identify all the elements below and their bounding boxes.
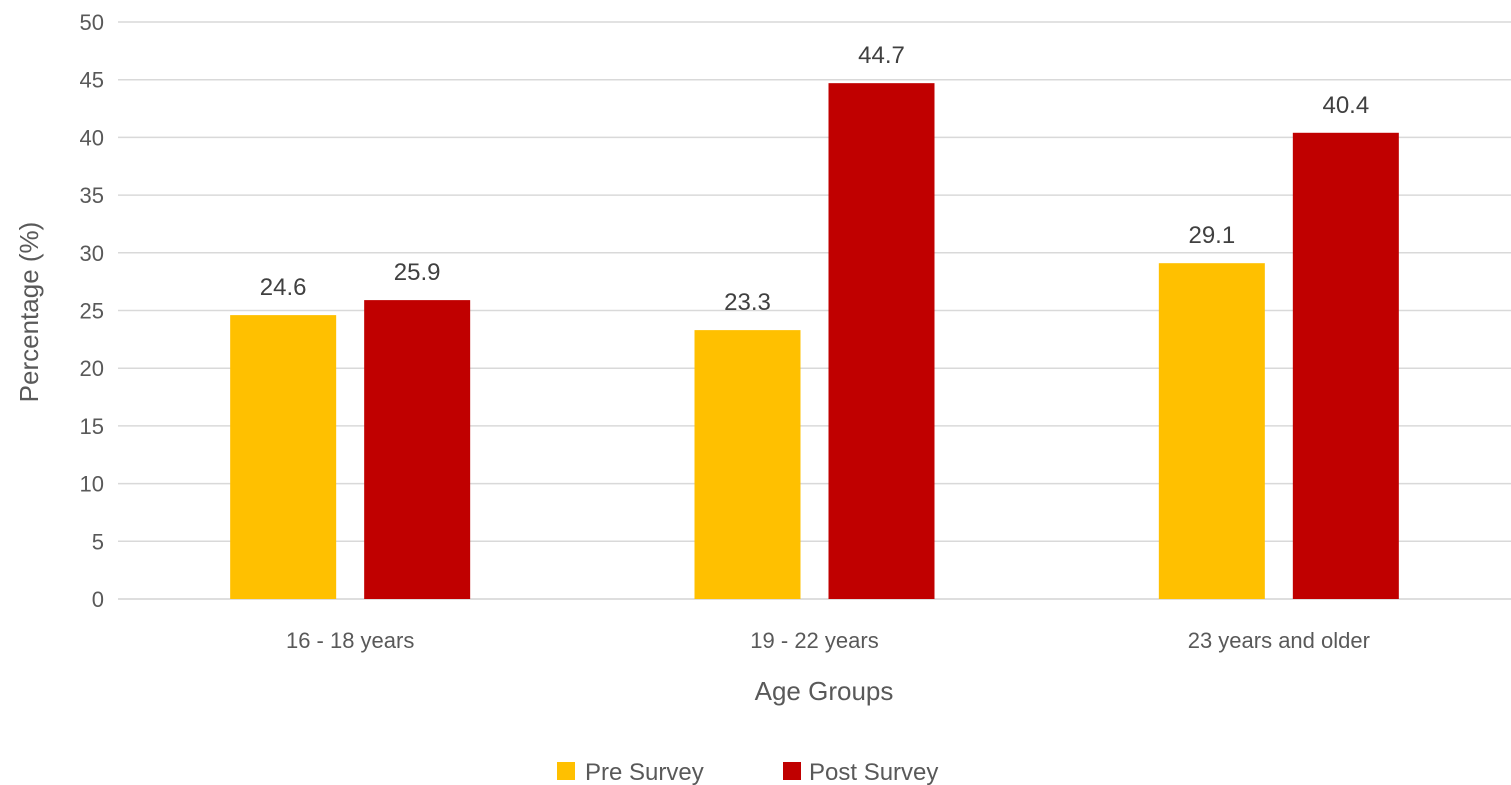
y-tick-label: 10 [80, 472, 104, 497]
y-tick-label: 15 [80, 414, 104, 439]
data-label: 25.9 [394, 259, 441, 286]
legend-swatch [557, 762, 575, 780]
bar-pre-survey [230, 315, 337, 599]
y-tick-label: 20 [80, 356, 104, 381]
bars [230, 83, 1399, 600]
legend-label: Pre Survey [585, 759, 704, 785]
x-axis-ticks: 16 - 18 years 19 - 22 years 23 years and o… [286, 628, 1370, 653]
bar-post-survey [1292, 132, 1399, 599]
x-tick-label: 19 - 22 years [750, 628, 878, 653]
y-tick-label: 35 [80, 183, 104, 208]
y-tick-label: 25 [80, 299, 104, 324]
legend-label: Post Survey [809, 759, 938, 785]
data-label: 29.1 [1188, 222, 1235, 249]
data-label: 24.6 [260, 274, 307, 301]
legend: Pre Survey Post Survey [557, 759, 938, 785]
data-labels: 24.6 25.9 23.3 44.7 29.1 40.4 [260, 42, 1369, 316]
data-label: 44.7 [858, 42, 905, 69]
data-label: 40.4 [1322, 92, 1369, 119]
bar-post-survey [364, 300, 471, 599]
bar-pre-survey [1158, 263, 1265, 599]
gridlines [118, 21, 1511, 600]
y-tick-label: 45 [80, 68, 104, 93]
x-tick-label: 23 years and older [1188, 628, 1370, 653]
x-axis-title: Age Groups [755, 676, 894, 706]
bar-post-survey [828, 83, 935, 600]
y-axis-title: Percentage (%) [14, 222, 44, 403]
y-tick-label: 5 [92, 529, 104, 554]
y-axis-ticks: 0 5 10 15 20 25 30 35 40 45 50 [80, 10, 104, 612]
y-tick-label: 30 [80, 241, 104, 266]
y-tick-label: 50 [80, 10, 104, 35]
y-tick-label: 40 [80, 125, 104, 150]
x-tick-label: 16 - 18 years [286, 628, 414, 653]
legend-swatch [783, 762, 801, 780]
data-label: 23.3 [724, 289, 771, 316]
y-tick-label: 0 [92, 587, 104, 612]
bar-pre-survey [694, 330, 801, 599]
